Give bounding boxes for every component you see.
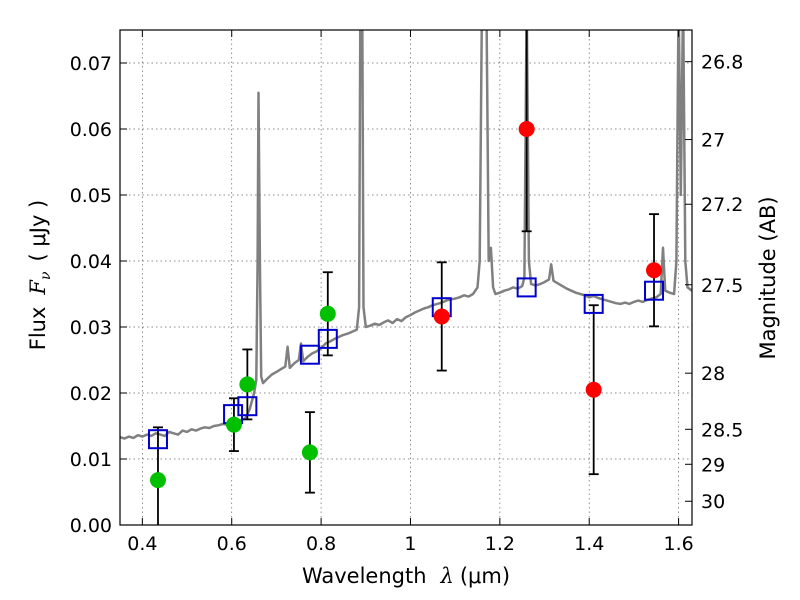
x-tick-label: 1.2	[485, 533, 515, 555]
x-axis: 0.4 0.6 0.8 1 1.2 1.4 1.6	[127, 30, 694, 555]
model-square	[516, 277, 537, 298]
green-data-point	[319, 305, 336, 322]
x-tick-label: 1.6	[663, 533, 693, 555]
green-data-point	[225, 416, 242, 433]
y-tick-label: 0.01	[70, 449, 112, 471]
y2-axis: 26.8 27 27.2 27.5 28 28.5 29 30	[685, 52, 743, 513]
y2-tick-label: 29	[701, 454, 725, 476]
photometry-point-series	[149, 121, 663, 489]
y-axis-label-subscript: ν	[38, 271, 54, 280]
y-axis-label-symbol: F	[26, 279, 50, 296]
green-data-point	[239, 376, 256, 393]
x-tick-label: 1	[404, 533, 416, 555]
y-axis-label-unit: ( μJy )	[26, 200, 50, 262]
red-data-point	[585, 381, 602, 398]
y2-tick-label: 27.2	[701, 194, 743, 216]
y2-tick-label: 27	[701, 130, 725, 152]
x-axis-label-unit: (μm)	[460, 564, 510, 588]
y2-tick-label: 30	[701, 491, 725, 513]
red-data-point	[518, 121, 535, 137]
y-axis-label: Flux Fν ( μJy )	[26, 200, 54, 350]
red-data-point	[646, 262, 663, 279]
model-square	[237, 396, 258, 417]
y2-axis-label: Magnitude (AB)	[756, 196, 780, 359]
y-tick-label: 0.06	[70, 119, 112, 141]
x-axis-label-prefix: Wavelength	[302, 564, 427, 588]
y-tick-label: 0.03	[70, 317, 112, 339]
y2-tick-label: 28.5	[701, 419, 743, 441]
model-square	[583, 293, 604, 314]
y-tick-label: 0.05	[70, 185, 112, 207]
y2-tick-label: 28	[701, 363, 725, 385]
model-square	[317, 328, 338, 349]
red-data-point	[433, 308, 450, 325]
x-axis-label: Wavelength λ (μm)	[302, 564, 510, 588]
plot-frame	[119, 29, 693, 526]
model-square	[299, 344, 320, 365]
y-tick-label: 0.00	[70, 515, 112, 537]
x-tick-label: 1.4	[574, 533, 604, 555]
model-square	[644, 280, 665, 301]
y-tick-label: 0.04	[70, 251, 112, 273]
x-tick-label: 0.6	[217, 533, 247, 555]
x-tick-label: 0.4	[127, 533, 157, 555]
y-axis: 0.00 0.01 0.02 0.03 0.04 0.05 0.06 0.07	[70, 53, 127, 537]
plot-area	[120, 30, 692, 525]
model-square	[147, 429, 168, 450]
y-tick-label: 0.07	[70, 53, 112, 75]
y-axis-label-prefix: Flux	[26, 307, 50, 351]
y2-tick-label: 26.8	[701, 52, 743, 74]
green-data-point	[149, 472, 166, 489]
x-tick-label: 0.8	[306, 533, 336, 555]
y2-tick-label: 27.5	[701, 275, 743, 297]
grid-lines	[120, 30, 692, 526]
green-data-point	[301, 444, 318, 461]
x-axis-label-symbol: λ	[440, 564, 454, 588]
y-tick-label: 0.02	[70, 383, 112, 405]
